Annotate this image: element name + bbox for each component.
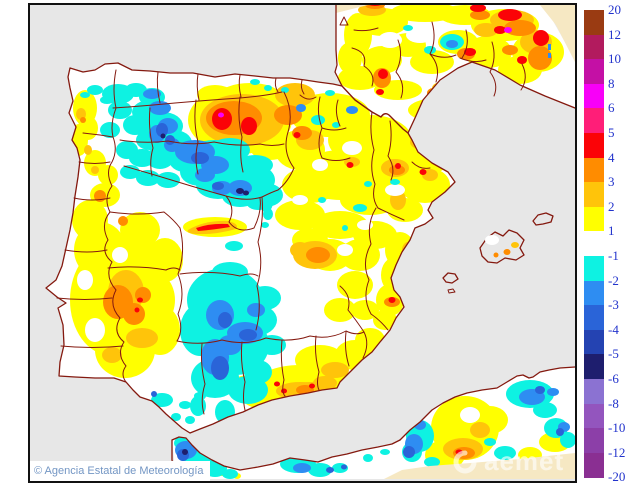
scale-block (584, 10, 604, 36)
coastlines (45, 5, 575, 480)
scale-tick-label: 4 (608, 149, 615, 165)
scale-tick-label: -10 (608, 420, 626, 436)
scale-block (584, 354, 604, 380)
scale-tick-label: 8 (608, 75, 615, 91)
scale-tick-label: -4 (608, 321, 619, 337)
balearic-islands (442, 212, 554, 294)
scale-block (584, 182, 604, 208)
scale-block (584, 83, 604, 109)
scale-block (584, 157, 604, 183)
scale-block (584, 206, 604, 232)
scale-block (584, 280, 604, 306)
map-canvas (28, 3, 577, 483)
triangle-marker (339, 16, 349, 26)
scale-tick-label: 5 (608, 125, 615, 140)
aemet-watermark: aemet (452, 446, 564, 477)
scale-tick-label: -6 (608, 371, 619, 386)
scale-block (584, 428, 604, 454)
scale-block (584, 231, 604, 257)
scale-block (584, 133, 604, 159)
island-formentera (447, 288, 456, 294)
admin-boundaries (56, 16, 526, 415)
scale-tick-label: 1 (608, 223, 615, 239)
scale-tick-label: 6 (608, 100, 615, 116)
watermark-text: aemet (484, 446, 565, 476)
anomaly-field (70, 5, 575, 479)
scale-block (584, 256, 604, 282)
aemet-swirl-icon (453, 450, 477, 473)
island-menorca (532, 212, 554, 226)
scale-block (584, 452, 604, 478)
scale-tick-label: 3 (608, 174, 615, 190)
attribution-text: © Agencia Estatal de Meteorología (34, 465, 204, 477)
scale-tick-label: -20 (608, 469, 626, 485)
graticule-tick (548, 44, 551, 50)
color-scale: 20 12 10 8 6 5 4 3 2 1 -1 -2 -3 -4 -5 -6 -8 -10 -12 -20 (584, 0, 630, 500)
island-ibiza (442, 272, 459, 284)
scale-tick-label: -2 (608, 272, 619, 288)
scale-block (584, 403, 604, 429)
scale-tick-label: 20 (608, 2, 621, 17)
scale-tick-label: -8 (608, 395, 619, 411)
scale-block (584, 329, 604, 355)
scale-block (584, 108, 604, 134)
scale-block (584, 34, 604, 60)
outside-domain-area (336, 5, 575, 479)
scale-tick-label: -5 (608, 346, 619, 362)
scale-block (584, 59, 604, 85)
scale-block (584, 305, 604, 331)
scale-tick-label: -1 (608, 248, 619, 263)
anomaly-map-svg (30, 5, 575, 481)
scale-tick-label: -12 (608, 444, 626, 460)
scale-tick-label: -3 (608, 297, 619, 313)
graticule-tick (548, 53, 551, 58)
scale-tick-label: 12 (608, 26, 621, 42)
island-mallorca (479, 229, 525, 264)
scale-tick-label: 2 (608, 198, 615, 214)
scale-block (584, 379, 604, 405)
scale-tick-label: 10 (608, 51, 621, 67)
attribution-bar: © Agencia Estatal de Meteorología (30, 461, 210, 481)
